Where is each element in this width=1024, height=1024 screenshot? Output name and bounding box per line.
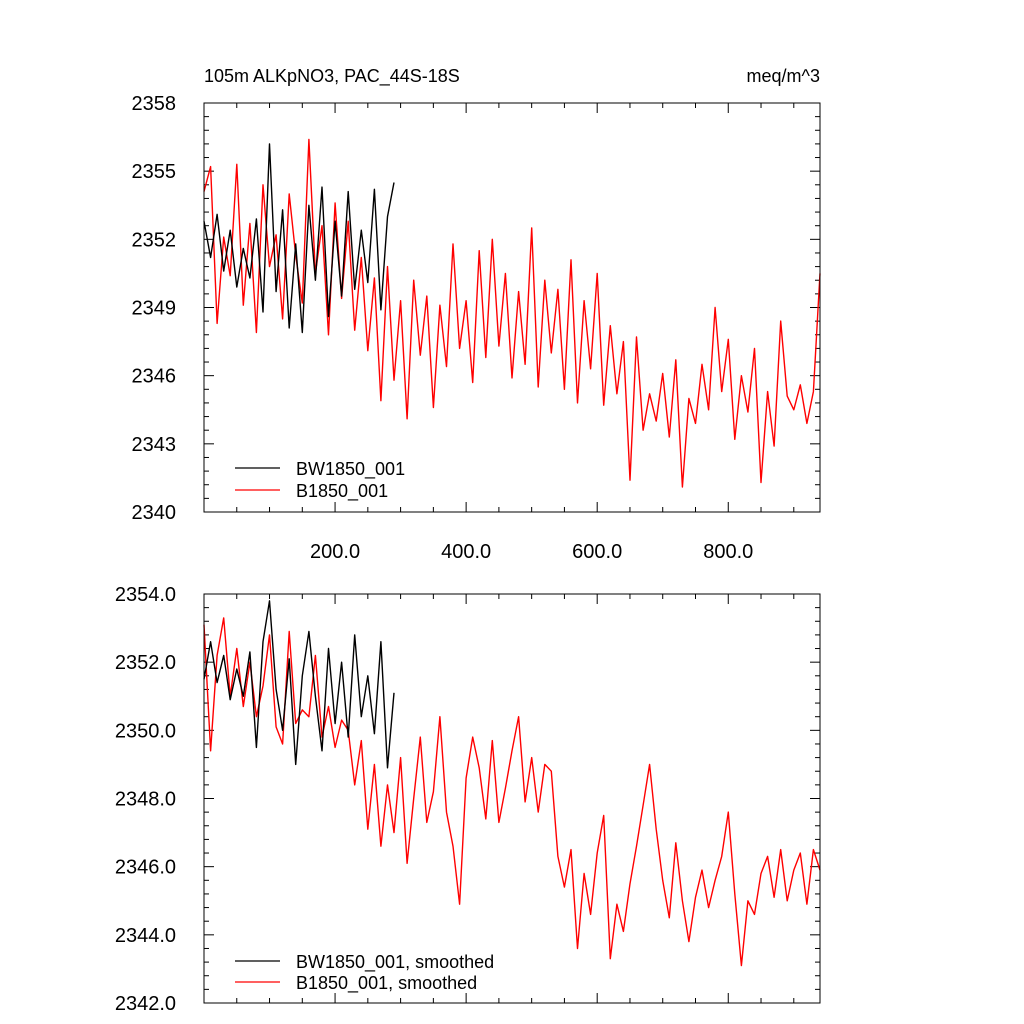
legend-label-b1850: B1850_001 (296, 481, 388, 502)
legend-label-b1850-smoothed: B1850_001, smoothed (296, 973, 477, 994)
bottom-ytick-label: 2348.0 (115, 789, 176, 811)
bottom-ytick-label: 2344.0 (115, 925, 176, 947)
top-ytick-label: 2340 (132, 502, 177, 524)
bottom-ticks (204, 593, 820, 1004)
top-ytick-label: 2346 (132, 366, 177, 388)
top-series-b1850 (203, 138, 821, 488)
bottom-series-group (203, 600, 821, 967)
chart-title: 105m ALKpNO3, PAC_44S-18S (204, 66, 460, 87)
top-legend: BW1850_001 B1850_001 (235, 459, 405, 502)
top-plot-frame (203, 102, 821, 513)
top-ytick-label: 2355 (132, 161, 177, 183)
bottom-plot-frame (203, 593, 821, 1004)
legend-label-bw1850-smoothed: BW1850_001, smoothed (296, 952, 494, 973)
bottom-legend: BW1850_001, smoothed B1850_001, smoothed (235, 952, 494, 994)
bottom-series-bw1850 (203, 600, 395, 769)
bottom-tick-labels: 2342.0 2344.0 2346.0 2348.0 2350.0 2352.0 2354… (115, 584, 176, 1015)
top-xtick-label: 400.0 (441, 541, 491, 563)
top-series-group (203, 138, 821, 488)
bottom-panel: 2342.0 2344.0 2346.0 2348.0 2350.0 2352.0 2354… (115, 584, 821, 1015)
top-xtick-label: 200.0 (310, 541, 360, 563)
top-tick-labels: 2340 2343 2346 2349 2352 2355 2358 200.0 400.0 60… (132, 93, 754, 563)
top-xtick-label: 600.0 (572, 541, 622, 563)
bottom-ytick-label: 2346.0 (115, 857, 176, 879)
top-ticks (204, 102, 820, 513)
chart-units: meq/m^3 (747, 66, 820, 86)
bottom-ytick-label: 2354.0 (115, 584, 176, 606)
top-ytick-label: 2349 (132, 298, 177, 320)
top-ytick-label: 2358 (132, 93, 177, 115)
bottom-series-b1850 (203, 617, 821, 967)
top-xtick-label: 800.0 (703, 541, 753, 563)
legend-label-bw1850: BW1850_001 (296, 459, 405, 480)
bottom-ytick-label: 2350.0 (115, 720, 176, 742)
top-series-bw1850 (203, 143, 395, 334)
top-ytick-label: 2343 (132, 434, 177, 456)
top-ytick-label: 2352 (132, 229, 177, 251)
bottom-ytick-label: 2342.0 (115, 993, 176, 1015)
top-panel: 2340 2343 2346 2349 2352 2355 2358 200.0 400.0 60… (132, 93, 821, 563)
bottom-ytick-label: 2352.0 (115, 652, 176, 674)
